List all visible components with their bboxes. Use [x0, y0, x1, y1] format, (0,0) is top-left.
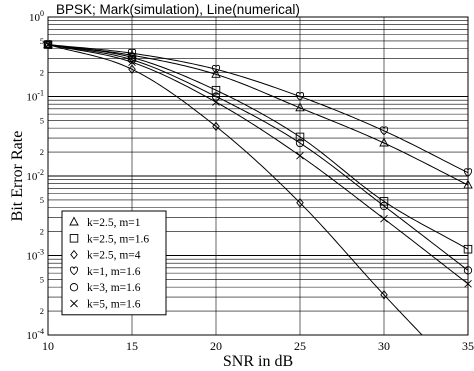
x-tick-label: 20 — [210, 339, 222, 353]
x-tick-label: 10 — [42, 339, 54, 353]
y-minor-tick-label: 5 — [40, 274, 44, 284]
legend-label: k=2.5, m=1 — [87, 217, 141, 229]
x-tick-label: 30 — [378, 339, 390, 353]
series-line — [48, 44, 468, 186]
data-point-circle — [127, 55, 137, 64]
legend-marker-diamond — [70, 249, 78, 260]
data-point-circle — [379, 201, 389, 211]
data-point-circle — [211, 92, 221, 101]
x-tick-label: 35 — [462, 339, 474, 353]
legend-box — [61, 210, 167, 316]
series-line — [48, 44, 468, 271]
legend-marker-circle — [69, 283, 79, 292]
data-point-cross — [380, 214, 388, 223]
legend-label: k=1, m=1.6 — [87, 266, 141, 278]
data-point-cross — [128, 58, 136, 67]
data-point-triangle — [379, 137, 389, 147]
x-tick-labels: 10 15 20 25 30 35 — [42, 339, 474, 353]
x-tick-label: 15 — [126, 339, 138, 353]
y-axis-label: Bit Error Rate — [9, 131, 26, 222]
series-line — [48, 44, 468, 250]
legend-marker-triangle — [69, 216, 79, 226]
data-point-cross — [296, 151, 304, 160]
y-tick-labels: 100 10-1 10-2 10-3 10-4 5 2 5 2 5 2 5 2 — [26, 9, 44, 342]
data-point-square — [379, 197, 389, 206]
data-point-diamond — [380, 290, 388, 300]
legend-label: k=5, m=1.6 — [87, 299, 141, 311]
data-point-diamond — [212, 121, 220, 132]
y-tick-label: 100 — [29, 9, 44, 24]
data-point-square — [211, 85, 221, 95]
data-point-triangle — [295, 102, 305, 112]
legend-label: k=3, m=1.6 — [87, 282, 141, 294]
data-point-heart — [211, 64, 221, 74]
y-minor-tick-label: 2 — [40, 306, 44, 316]
legend-marker-square — [69, 234, 79, 243]
data-point-circle — [295, 138, 305, 148]
legend-marker-heart — [69, 266, 79, 276]
x-axis-label: SNR in dB — [223, 353, 293, 370]
legend-label: k=2.5, m=4 — [87, 250, 141, 262]
data-point-square — [295, 132, 305, 142]
y-minor-tick-label: 5 — [40, 36, 44, 46]
legend: k=2.5, m=1 k=2.5, m=1.6 k=2.5, m=4 k=1, m=1… — [61, 210, 167, 316]
chart-title: BPSK; Mark(simulation), Line(numerical) — [56, 2, 300, 17]
series-line — [48, 44, 468, 285]
plot-frame — [47, 16, 469, 336]
legend-marker-cross — [70, 299, 78, 308]
data-point-diamond — [296, 198, 304, 208]
data-point-triangle — [211, 68, 221, 78]
data-point-heart — [295, 92, 305, 101]
data-point-cross — [212, 98, 220, 106]
series-lines — [48, 44, 468, 335]
series-line — [48, 44, 468, 174]
y-tick-label: 10-3 — [26, 248, 44, 263]
y-minor-tick-label: 2 — [40, 227, 44, 237]
x-tick-label: 25 — [294, 339, 306, 353]
y-tick-label: 10-2 — [26, 168, 44, 183]
data-point-square — [127, 53, 137, 62]
y-minor-tick-label: 5 — [40, 115, 44, 125]
series-line — [48, 44, 423, 335]
y-minor-tick-label: 2 — [40, 68, 44, 78]
y-tick-label: 10-4 — [26, 327, 44, 342]
data-point-diamond — [128, 64, 136, 74]
y-minor-tick-label: 5 — [40, 195, 44, 205]
legend-label: k=2.5, m=1.6 — [87, 233, 149, 245]
y-minor-tick-label: 2 — [40, 147, 44, 157]
y-tick-label: 10-1 — [26, 89, 44, 104]
